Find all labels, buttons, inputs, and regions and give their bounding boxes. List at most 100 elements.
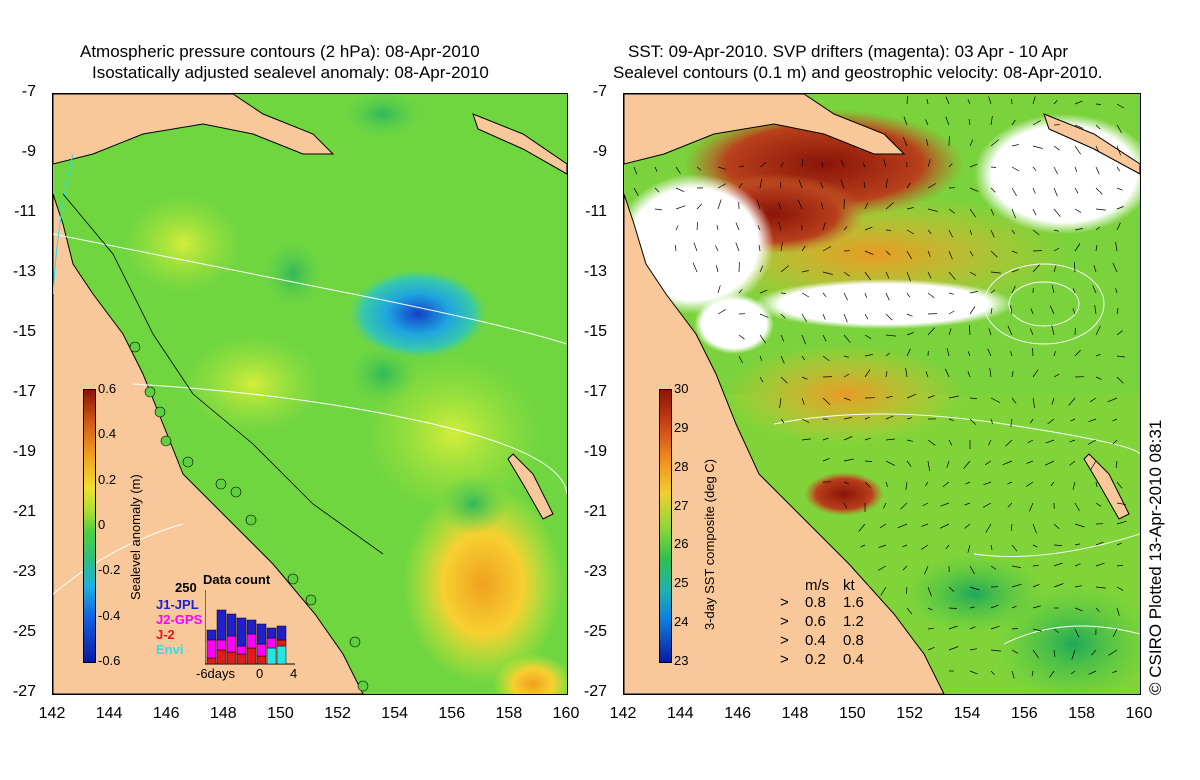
velocity-arrow [717, 309, 726, 315]
velocity-arrow [863, 182, 866, 189]
velocity-arrow [843, 397, 851, 401]
right-xtick: 156 [1010, 705, 1038, 722]
velocity-arrow [948, 271, 956, 280]
right-ytick: -21 [583, 503, 607, 520]
velocity-arrow [885, 352, 891, 357]
velocity-arrow [990, 208, 995, 216]
left-ytick: -27 [12, 683, 36, 700]
velocity-arrow [927, 292, 935, 299]
velocity-arrow [1095, 187, 1103, 195]
velocity-arrow [1047, 418, 1055, 425]
velocity-arrow [906, 607, 913, 615]
velocity-arrow [1030, 308, 1034, 315]
velocity-arrow [905, 481, 908, 490]
velocity-arrow [1116, 481, 1123, 489]
velocity-arrow [990, 565, 997, 570]
velocity-arrow [1011, 605, 1017, 609]
velocity-arrow [927, 646, 935, 651]
velocity-arrow [1095, 124, 1101, 130]
velocity-arrow [858, 523, 866, 532]
left-xtick: 150 [267, 705, 294, 722]
velocity-arrow [801, 334, 806, 345]
velocity-arrow [1032, 397, 1035, 408]
velocity-arrow [1011, 565, 1021, 568]
data-count-bar [276, 639, 287, 647]
velocity-arrow [1053, 229, 1059, 232]
velocity-arrow [1116, 330, 1123, 336]
velocity-arrow [864, 481, 871, 488]
data-count-bar [206, 629, 217, 641]
velocity-arrow [948, 208, 955, 214]
velocity-arrow [797, 199, 803, 210]
right-xtick: 152 [896, 705, 923, 722]
velocity-arrow [1053, 145, 1060, 151]
velocity-arrow [927, 607, 933, 611]
velocity-arrow [1002, 460, 1013, 466]
velocity-arrow [885, 415, 894, 420]
velocity-arrow [948, 292, 954, 295]
left-ytick: -7 [21, 83, 36, 100]
velocity-arrow [1011, 119, 1016, 126]
velocity-arrow [903, 116, 908, 126]
data-count-bar [216, 609, 227, 641]
left-xtick: 144 [95, 705, 123, 722]
velocity-arrow [822, 437, 829, 441]
velocity-arrow [1116, 355, 1125, 358]
velocity-arrow [1032, 229, 1040, 236]
data-count-bar [226, 635, 237, 653]
velocity-arrow [843, 226, 848, 231]
sealevel-cbar-tick: -0.6 [98, 653, 121, 668]
sealevel-colorbar-title: Sealevel anomaly (m) [128, 474, 143, 600]
right-ytick: -11 [585, 203, 607, 220]
velocity-arrow [1011, 144, 1019, 147]
velocity-arrow [1088, 418, 1097, 423]
velocity-arrow [798, 179, 803, 189]
velocity-arrow [990, 229, 995, 238]
velocity-arrow [1049, 305, 1055, 315]
velocity-arrow [985, 523, 992, 533]
velocity-arrow [843, 417, 852, 420]
velocity-arrow [1032, 264, 1040, 273]
data-count-bar [266, 647, 277, 665]
sst-cbar-tick: 29 [674, 419, 689, 435]
velocity-arrow [948, 328, 952, 336]
velocity-arrow [1112, 439, 1118, 445]
velocity-arrow [1116, 166, 1121, 172]
velocity-arrow [822, 334, 827, 342]
velocity-header-ms: m/s [805, 577, 830, 594]
velocity-arrow [1049, 670, 1055, 678]
velocity-arrow [1069, 439, 1076, 443]
velocity-arrow [969, 229, 973, 235]
velocity-arrow [1053, 562, 1063, 567]
velocity-arrow [821, 162, 824, 168]
velocity-arrow [717, 285, 721, 294]
right-ytick: -13 [583, 263, 607, 280]
velocity-ms-value: 0.6 [805, 613, 826, 630]
velocity-arrow [948, 586, 955, 592]
data-count-bar [216, 639, 227, 651]
left-xtick: 146 [152, 705, 180, 722]
velocity-arrow [759, 179, 763, 189]
data-count-bar [236, 617, 247, 647]
data-count-bar [246, 633, 257, 649]
velocity-arrow [1116, 542, 1122, 546]
velocity-arrow [1074, 607, 1083, 612]
velocity-arrow [1095, 103, 1102, 105]
velocity-arrow [1053, 247, 1060, 252]
velocity-arrow [780, 334, 785, 342]
velocity-arrow [654, 187, 660, 193]
velocity-arrow [990, 116, 993, 126]
velocity-arrow [902, 136, 908, 147]
velocity-arrow [843, 481, 849, 485]
velocity-arrow [883, 159, 887, 168]
velocity-arrow [738, 182, 743, 189]
velocity-arrow [885, 438, 895, 441]
velocity-arrow [905, 368, 908, 378]
velocity-arrow [1007, 502, 1013, 508]
velocity-arrow [942, 481, 950, 488]
velocity-arrow [1095, 502, 1102, 507]
velocity-arrow [948, 625, 958, 630]
velocity-arrow [906, 207, 914, 210]
velocity-arrow [1088, 670, 1097, 675]
velocity-arrow [843, 436, 853, 441]
